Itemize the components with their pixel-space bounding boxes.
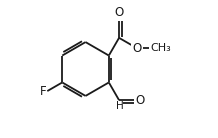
Text: H: H xyxy=(116,101,123,111)
Text: O: O xyxy=(136,94,145,107)
Text: CH₃: CH₃ xyxy=(151,43,172,53)
Text: O: O xyxy=(114,6,124,19)
Text: F: F xyxy=(40,85,46,98)
Text: O: O xyxy=(132,42,141,55)
